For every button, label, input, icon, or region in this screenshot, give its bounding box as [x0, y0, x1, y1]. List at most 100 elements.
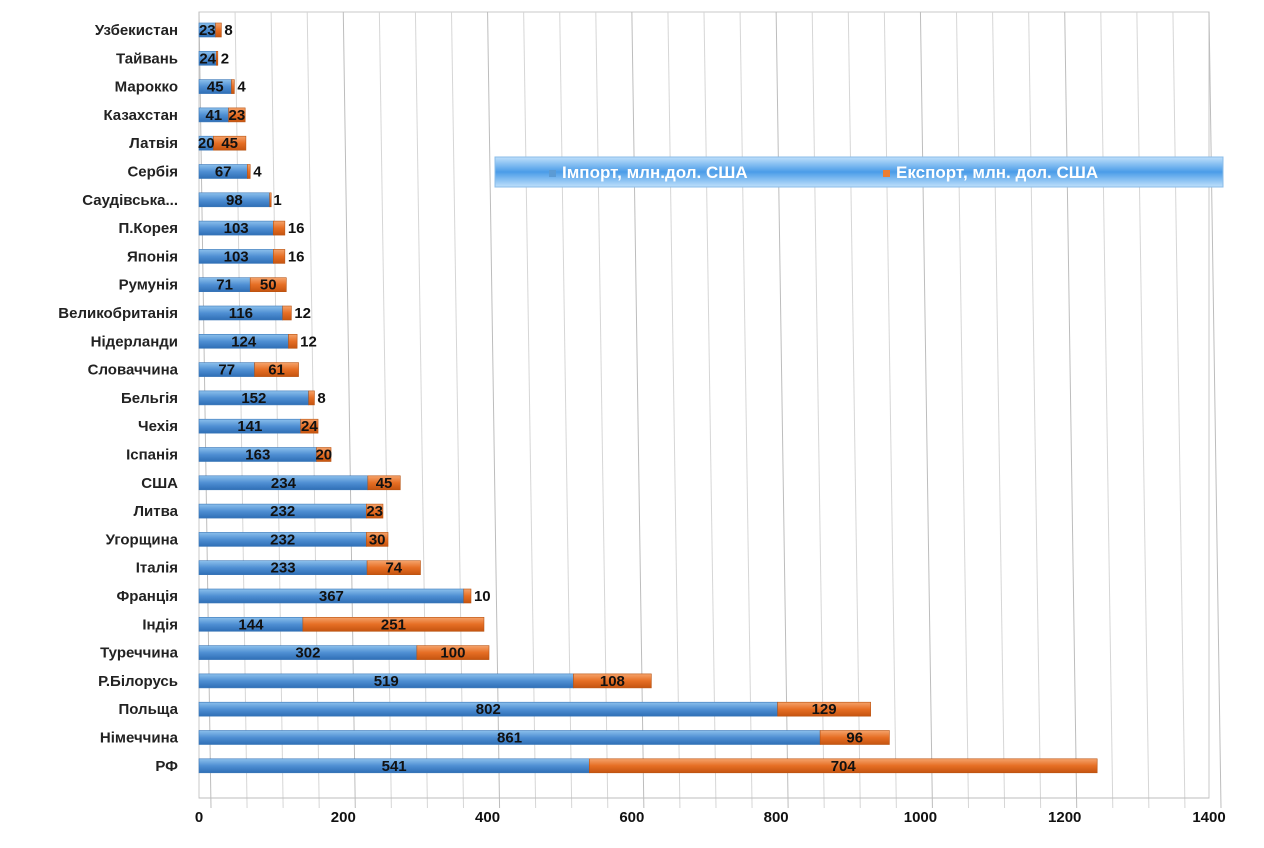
category-label: Нідерланди: [91, 333, 178, 350]
data-label-import: 71: [216, 277, 233, 294]
data-label-export: 100: [440, 645, 465, 662]
category-label: Латвія: [129, 135, 178, 152]
data-label-export: 45: [376, 475, 393, 492]
x-tick-label: 1200: [1048, 809, 1081, 826]
data-label-export: 2: [221, 50, 229, 67]
data-label-export: 74: [385, 560, 402, 577]
x-axis-tick-labels: 0 200 400 600 800 1000 1200 1400: [195, 809, 1226, 826]
bar-export: [288, 333, 298, 349]
x-tick-label: 1400: [1192, 809, 1225, 826]
data-label-export: 108: [600, 673, 625, 690]
data-label-export: 20: [315, 447, 332, 464]
category-label: Індія: [142, 616, 178, 633]
category-label: Румунія: [119, 277, 178, 294]
data-label-import: 233: [271, 560, 296, 577]
data-label-export: 4: [253, 164, 262, 181]
data-label-export: 8: [317, 390, 325, 407]
bar-export: [308, 390, 315, 406]
category-label: Франція: [116, 588, 178, 605]
data-label-import: 367: [319, 588, 344, 605]
data-label-import: 152: [241, 390, 266, 407]
legend-label: Експорт, млн. дол. США: [896, 163, 1098, 182]
category-label: Узбекистан: [95, 22, 178, 39]
category-label: Сербія: [127, 164, 178, 181]
x-tick-label: 0: [195, 809, 203, 826]
bar-export: [366, 503, 384, 519]
data-label-import: 144: [238, 616, 264, 633]
bar-export: [367, 475, 401, 491]
category-label: Іспанія: [126, 447, 178, 464]
data-label-import: 41: [205, 107, 222, 124]
category-labels: Узбекистан Тайвань Марокко Казахстан Латвія С…: [58, 22, 178, 775]
bar-export: [366, 560, 421, 576]
bar-export: [273, 249, 286, 264]
category-label: Японія: [127, 248, 178, 265]
data-label-import: 234: [271, 475, 297, 492]
legend-swatch: [549, 170, 556, 177]
bar-export: [300, 418, 319, 434]
data-label-export: 45: [221, 135, 238, 152]
gridline: [775, 11, 789, 809]
x-tick-label: 600: [619, 809, 644, 826]
data-label-export: 16: [288, 220, 305, 237]
bar-export: [282, 305, 292, 321]
category-label: Тайвань: [116, 50, 178, 67]
category-label: Литва: [134, 503, 179, 520]
gridline: [1028, 11, 1042, 809]
data-label-export: 10: [474, 588, 491, 605]
data-label-export: 30: [369, 531, 386, 548]
gridline: [667, 11, 681, 809]
data-label-import: 519: [374, 673, 399, 690]
bar-export: [215, 22, 222, 38]
category-label: Саудівська...: [82, 192, 178, 209]
gridline: [1136, 11, 1150, 809]
gridline: [919, 11, 933, 809]
data-label-import: 232: [270, 503, 295, 520]
category-label: Туреччина: [100, 645, 179, 662]
bar-export: [269, 192, 272, 208]
data-label-export: 23: [229, 107, 246, 124]
data-label-export: 16: [288, 248, 305, 265]
data-label-export: 61: [268, 362, 285, 379]
gridline: [992, 11, 1006, 809]
data-label-import: 802: [476, 701, 501, 718]
bar-export: [254, 362, 299, 377]
bars: 23 8 24 2 45 4 41 23 20 45 67 4 98 1 103 16 103 16 71 50 116…: [198, 22, 1098, 775]
category-label: Р.Білорусь: [98, 673, 178, 690]
data-label-export: 24: [301, 418, 318, 435]
bar-export: [302, 616, 485, 632]
data-label-export: 4: [237, 79, 246, 96]
gridline: [1064, 11, 1078, 809]
data-label-export: 129: [812, 701, 837, 718]
plot-area: [198, 11, 1210, 799]
category-label: Чехія: [138, 418, 178, 435]
bar-export: [273, 220, 286, 236]
data-label-import: 541: [382, 758, 407, 775]
bar-export: [463, 588, 472, 604]
data-label-import: 103: [224, 248, 249, 265]
data-label-export: 12: [294, 305, 311, 322]
x-tick-label: 200: [331, 809, 356, 826]
category-label: США: [141, 475, 178, 492]
data-label-import: 302: [295, 645, 320, 662]
gridline: [1208, 11, 1222, 809]
gridline: [847, 11, 861, 809]
bar-export: [588, 758, 1098, 774]
bar-export: [416, 645, 490, 660]
category-label: Словаччина: [88, 362, 179, 379]
x-tick-label: 1000: [904, 809, 937, 826]
category-label: Італія: [136, 560, 178, 577]
bar-export: [249, 277, 287, 293]
bar-export: [216, 50, 219, 66]
bar-export: [213, 135, 247, 151]
category-label: Марокко: [115, 79, 178, 96]
data-label-export: 251: [381, 616, 406, 633]
data-label-import: 23: [199, 22, 216, 39]
gridline: [956, 11, 969, 809]
gridline: [739, 11, 753, 809]
legend-swatch: [883, 170, 890, 177]
legend-box: [494, 156, 1224, 188]
bar-export: [316, 447, 332, 462]
category-label: РФ: [155, 758, 178, 775]
